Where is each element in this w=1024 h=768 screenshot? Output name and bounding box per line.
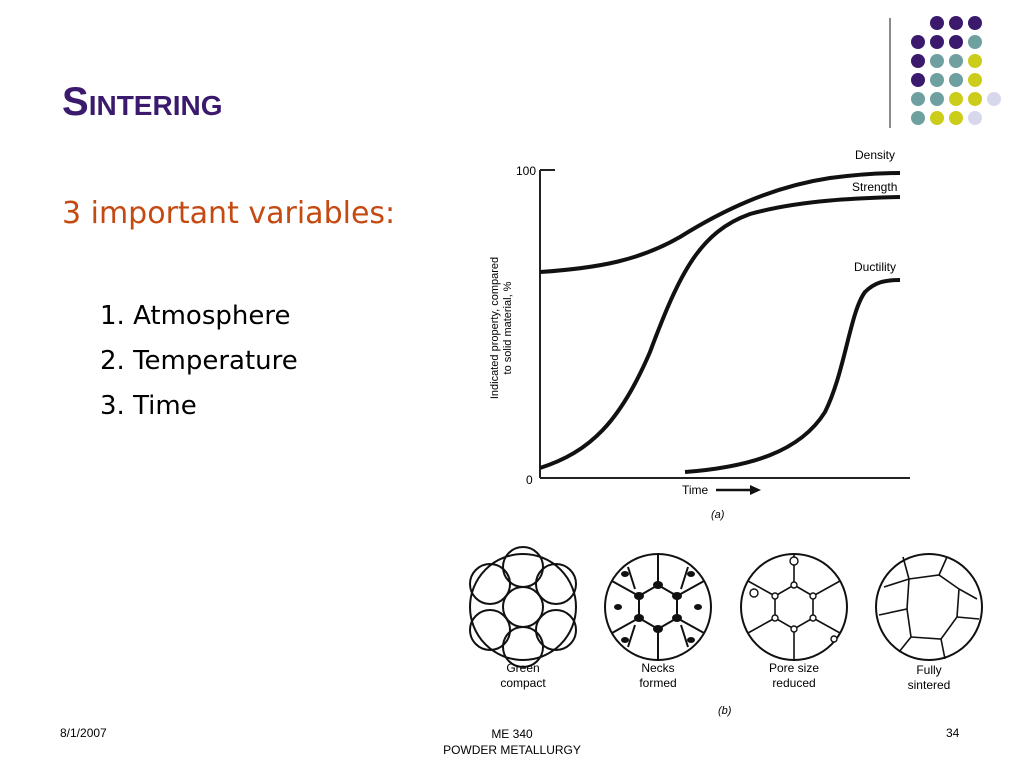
y-axis-label-line2: to solid material, % [502,281,514,374]
property-vs-time-figure: 100 0 Indicated property, compared to so… [489,148,910,521]
footer-date: 8/1/2007 [60,726,107,740]
decorative-dot [930,73,944,87]
strength-label: Strength [852,180,897,194]
decorative-dot [949,35,963,49]
figure-a-label: (a) [711,509,725,521]
sintering-stages-figure: Green compact Necks formed Pore size red… [469,546,983,717]
ductility-label: Ductility [854,260,896,274]
title-rest: INTERING [88,90,223,121]
decorative-dot [911,92,925,106]
footer-course-code: ME 340 [491,727,533,741]
stage-label-line2: reduced [772,676,815,690]
stage-label-line1: Green [506,661,539,675]
variable-item: 2. Temperature [100,346,298,376]
stage-label-line2: sintered [908,678,951,692]
x-axis-label: Time [682,483,709,497]
decorative-dot [949,54,963,68]
decorative-dot [930,35,944,49]
subtitle: 3 important variables: [62,196,396,231]
fully-sintered-diagram [875,553,983,661]
decorative-dot [968,16,982,30]
decorative-dot [949,92,963,106]
decorative-dot [911,54,925,68]
y-axis-label-line1: Indicated property, compared [489,257,501,399]
ductility-curve [684,278,901,474]
necks-formed-diagram [604,553,712,661]
footer-course: ME 340 POWDER METALLURGY [412,726,612,758]
decorative-dot [968,111,982,125]
pore-size-reduced-diagram [740,553,848,661]
decorative-dot [930,54,944,68]
decorative-dot [930,111,944,125]
decorative-dot [930,92,944,106]
stage-label-line1: Pore size [769,661,819,675]
decorative-dot [911,73,925,87]
decorative-dot [911,35,925,49]
stage-label-line1: Necks [641,661,674,675]
density-curve [539,171,901,274]
decorative-dot [968,54,982,68]
decorative-dot [968,73,982,87]
decorative-dot [911,111,925,125]
green-compact-diagram [469,546,577,668]
stage-label-line2: compact [500,676,546,690]
decorative-dot-grid [911,16,1001,125]
variable-list: 1. Atmosphere 2. Temperature 3. Time [100,298,298,433]
footer-course-title: POWDER METALLURGY [443,743,581,757]
decorative-dot [949,16,963,30]
decorative-dot [968,92,982,106]
y-tick-label-bottom: 0 [526,473,533,487]
variable-item: 3. Time [100,391,197,421]
decorative-dot [949,111,963,125]
decorative-dot [930,16,944,30]
decorative-dot [968,35,982,49]
figure-b-label: (b) [718,705,732,717]
y-tick-label-top: 100 [516,164,536,178]
decorative-dot [987,92,1001,106]
variable-item: 1. Atmosphere [100,301,291,331]
stage-label-line1: Fully [916,663,941,677]
stage-label-line2: formed [639,676,676,690]
y-axis-label: Indicated property, compared to solid ma… [489,257,514,399]
footer-page-number: 34 [946,726,960,740]
slide-title: SINTERING [62,80,222,125]
density-label: Density [855,148,895,162]
strength-curve [539,195,901,470]
divider-line [889,18,891,128]
time-arrow-icon [750,485,761,495]
title-initial: S [62,80,89,124]
decorative-dot [949,73,963,87]
